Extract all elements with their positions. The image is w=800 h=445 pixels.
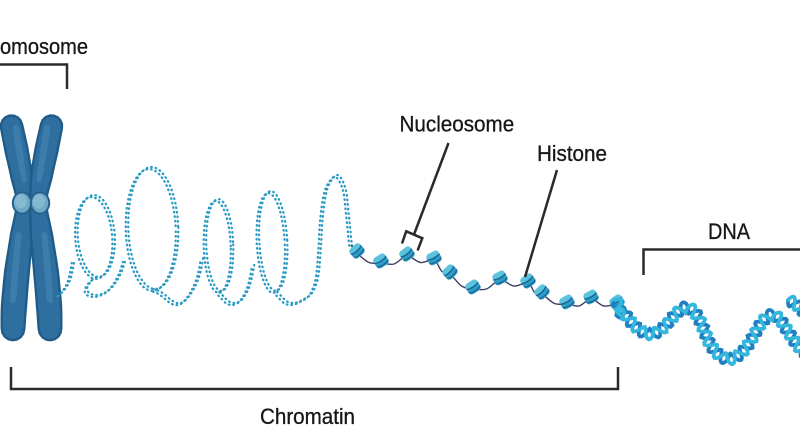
svg-text:Histone: Histone <box>537 141 607 166</box>
svg-text:DNA: DNA <box>708 219 750 244</box>
svg-text:Chromosome: Chromosome <box>0 34 88 59</box>
svg-text:Chromatin: Chromatin <box>260 404 355 429</box>
svg-text:Nucleosome: Nucleosome <box>400 112 515 137</box>
